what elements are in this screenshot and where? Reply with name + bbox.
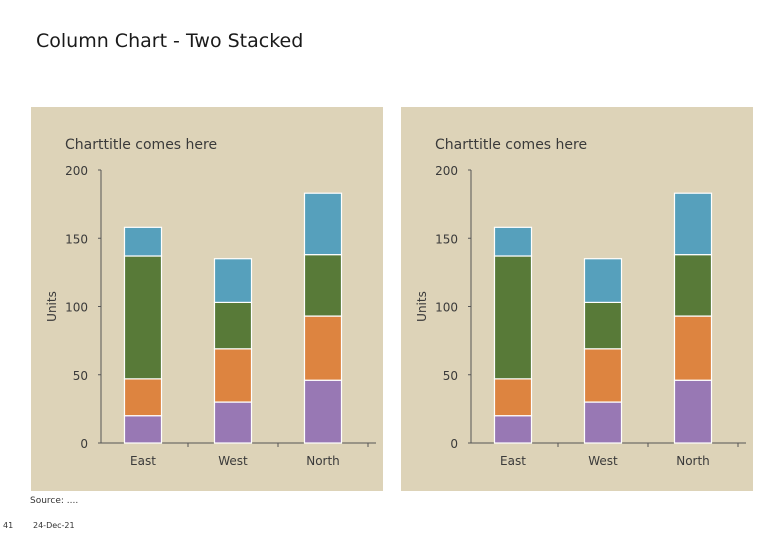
x-category-label: East bbox=[130, 454, 156, 468]
bar-segment-north-3 bbox=[673, 254, 713, 317]
x-category-label: North bbox=[306, 454, 340, 468]
bar-segment-east-4 bbox=[493, 226, 533, 257]
x-category-label: West bbox=[218, 454, 248, 468]
y-tick-label: 50 bbox=[73, 369, 88, 383]
bar-segment-east-2 bbox=[123, 378, 163, 417]
bar-segment-west-4 bbox=[583, 258, 623, 304]
bar-segment-north-4 bbox=[303, 192, 343, 256]
chart-panel-right: Charttitle comes here Units 0 50 100 150 200 Ea… bbox=[401, 107, 753, 491]
bar-segment-west-4 bbox=[213, 258, 253, 304]
bar-segment-north-4 bbox=[673, 192, 713, 256]
page-title: Column Chart - Two Stacked bbox=[36, 30, 304, 52]
bar-segment-east-1 bbox=[123, 415, 163, 444]
x-category-label: North bbox=[676, 454, 710, 468]
page-number: 41 bbox=[3, 521, 14, 530]
stacked-column-chart-left: Charttitle comes here Units 0 50 100 150 200 Ea… bbox=[45, 137, 376, 468]
x-category-label: West bbox=[588, 454, 618, 468]
y-tick-label: 100 bbox=[65, 301, 88, 315]
bar-segment-north-1 bbox=[303, 379, 343, 444]
bar-segment-west-1 bbox=[583, 401, 623, 444]
y-tick-label: 200 bbox=[65, 164, 88, 178]
bar-segment-north-1 bbox=[673, 379, 713, 444]
bar-segment-north-2 bbox=[303, 315, 343, 381]
bar-segment-north-3 bbox=[303, 254, 343, 317]
bar-segment-north-2 bbox=[673, 315, 713, 381]
y-tick-label: 150 bbox=[65, 232, 88, 246]
bar-segment-east-3 bbox=[123, 255, 163, 380]
chart-title: Charttitle comes here bbox=[65, 137, 217, 153]
y-tick-label: 50 bbox=[443, 369, 458, 383]
stacked-column-chart-right: Charttitle comes here Units 0 50 100 150 200 Ea… bbox=[415, 137, 746, 468]
y-axis-label: Units bbox=[45, 291, 59, 322]
bar-segment-west-3 bbox=[583, 301, 623, 350]
y-tick-label: 150 bbox=[435, 232, 458, 246]
x-category-label: East bbox=[500, 454, 526, 468]
y-tick-label: 0 bbox=[450, 437, 458, 451]
source-note: Source: .... bbox=[30, 496, 79, 506]
bar-segment-west-2 bbox=[583, 348, 623, 403]
y-tick-label: 200 bbox=[435, 164, 458, 178]
bar-segment-east-3 bbox=[493, 255, 533, 380]
chart-panel-left: Charttitle comes here Units 0 50 100 150 200 Ea… bbox=[31, 107, 383, 491]
bar-segment-east-4 bbox=[123, 226, 163, 257]
bar-segment-east-1 bbox=[493, 415, 533, 444]
y-tick-label: 0 bbox=[80, 437, 88, 451]
bar-segment-west-2 bbox=[213, 348, 253, 403]
footer-date: 24-Dec-21 bbox=[33, 521, 75, 530]
bar-segment-west-1 bbox=[213, 401, 253, 444]
bar-segment-east-2 bbox=[493, 378, 533, 417]
y-axis-label: Units bbox=[415, 291, 429, 322]
bar-segment-west-3 bbox=[213, 301, 253, 350]
chart-title: Charttitle comes here bbox=[435, 137, 587, 153]
y-tick-label: 100 bbox=[435, 301, 458, 315]
